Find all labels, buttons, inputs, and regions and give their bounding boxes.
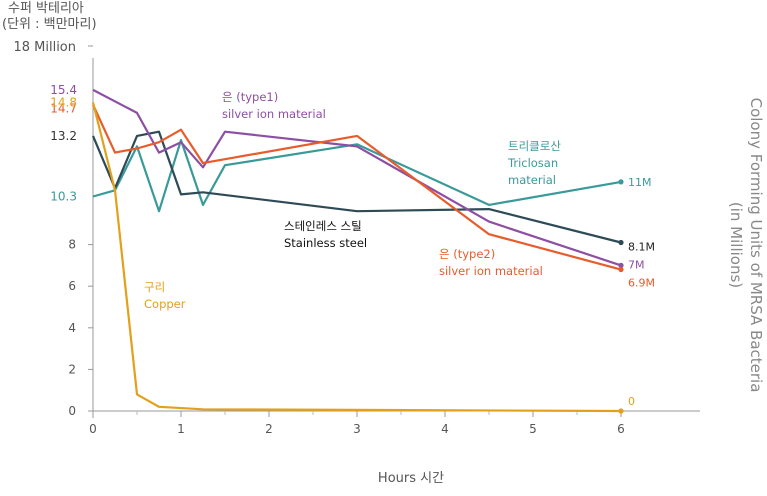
type2-end-point — [618, 266, 624, 273]
x-tick-label: 6 — [617, 422, 625, 436]
copper-line — [91, 102, 622, 413]
type1-name-ko: 은 (type1) — [222, 90, 278, 104]
y-tick-label: 2 — [68, 362, 76, 376]
copper-name-en: Copper — [144, 297, 186, 311]
x-tick-label: 0 — [89, 422, 97, 436]
y-unit-note-line1: 수퍼 박테리아 — [8, 1, 84, 16]
y-tick-label: 8 — [68, 238, 76, 252]
type1-start-label: 15.4 — [50, 83, 77, 97]
y-tick-label: 4 — [68, 321, 76, 335]
y-ticks: 0 2 4 6 8 — [68, 45, 93, 418]
y-tick-label: 0 — [68, 404, 76, 418]
x-tick-label: 1 — [177, 422, 185, 436]
series-end-labels: 11M 8.1M 7M 6.9M 0 — [628, 176, 655, 408]
x-ticks: 0 1 2 3 4 5 6 — [89, 411, 625, 436]
right-axis-title-line1: Colony Forming Units of MRSA Bacteria — [747, 98, 765, 393]
copper-name-ko: 구리 — [144, 280, 165, 294]
stainless-end-label: 8.1M — [628, 241, 655, 254]
triclosan-line — [92, 139, 622, 213]
type2-end-label: 6.9M — [628, 277, 655, 290]
x-tick-label: 3 — [353, 422, 361, 436]
type1-name-en: silver ion material — [222, 107, 326, 121]
series-end-points — [618, 179, 624, 414]
right-axis-title: Colony Forming Units of MRSA Bacteria (i… — [727, 98, 765, 393]
y-unit-note-line2: (단위 : 백만마리) — [2, 17, 97, 32]
type1-end-point — [618, 262, 624, 268]
x-tick-label: 4 — [441, 422, 449, 436]
stainless-line — [91, 130, 622, 244]
x-axis-title: Hours 시간 — [378, 471, 444, 486]
triclosan-name-ko: 트리클로산 — [508, 139, 561, 153]
copper-end-label: 0 — [628, 395, 635, 408]
copper-end-point — [618, 408, 624, 414]
right-axis-title-line2: (in Millions) — [727, 202, 745, 288]
triclosan-end-point — [618, 179, 624, 185]
x-tick-label: 2 — [265, 422, 273, 436]
type1-end-label: 7M — [628, 258, 645, 271]
triclosan-name-en-1: Triclosan — [507, 156, 558, 170]
y-top-label: 18 Million — [13, 40, 76, 55]
stainless-start-label: 13.2 — [50, 129, 77, 143]
triclosan-start-label: 10.3 — [50, 190, 77, 204]
x-tick-label: 5 — [529, 422, 537, 436]
type2-name-ko: 은 (type2) — [439, 247, 495, 261]
type2-name-en: silver ion material — [439, 264, 543, 278]
triclosan-name-en-2: material — [508, 173, 556, 187]
stainless-name-en: Stainless steel — [284, 236, 367, 250]
y-tick-label: 6 — [68, 279, 76, 293]
triclosan-end-label: 11M — [628, 176, 652, 189]
stainless-end-point — [618, 239, 624, 246]
stainless-name-ko: 스테인레스 스틸 — [284, 219, 362, 233]
series-lines — [91, 88, 622, 413]
series-start-labels: 10.3 13.2 15.4 14.714.8 — [50, 83, 77, 204]
type2-start-label: 14.7 — [50, 102, 77, 116]
type2-line — [92, 104, 622, 271]
type1-line — [92, 88, 622, 267]
copper-start-label: 14.8 — [50, 95, 77, 109]
